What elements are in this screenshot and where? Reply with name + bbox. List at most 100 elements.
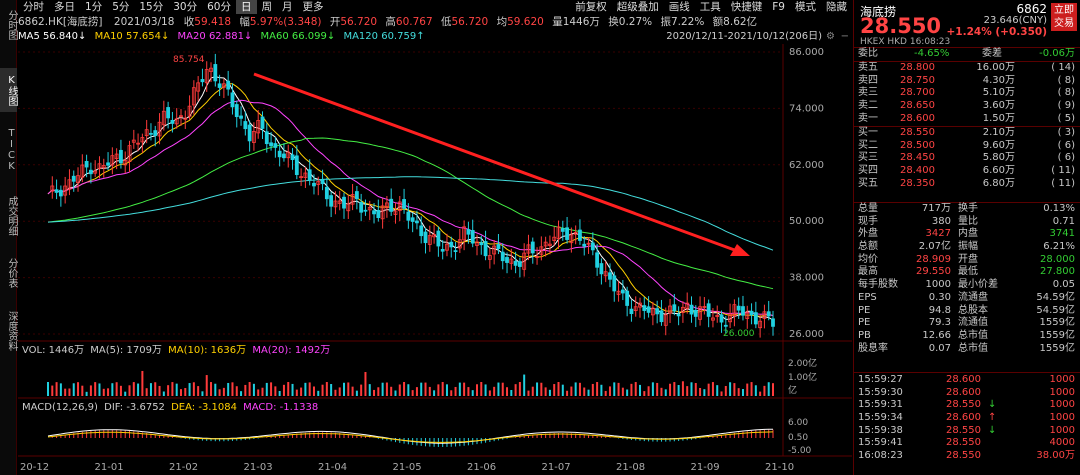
period-tab[interactable]: 60分 — [207, 1, 231, 13]
sidebar-item-depth[interactable]: 深度资料 — [6, 311, 17, 351]
sidebar-item-timeshare[interactable]: 分时图 — [6, 10, 17, 40]
overlay-button[interactable]: 超级叠加 — [616, 1, 659, 13]
collapse-icon[interactable]: − — [840, 31, 849, 42]
ma10-value: 57.654↓ — [125, 31, 170, 42]
hide-button[interactable]: 隐藏 — [826, 1, 847, 13]
period-tab[interactable]: 多日 — [54, 1, 75, 13]
kline-chart[interactable]: 86.000 74.000 62.000 50.000 38.000 26.000 85.… — [18, 44, 852, 475]
tick-price: 28.550 — [946, 399, 981, 411]
stat-label: 股息率 — [858, 342, 888, 354]
f9-button[interactable]: F9 — [772, 1, 785, 13]
candle-body — [526, 244, 531, 254]
candle-body — [556, 226, 561, 239]
candle-body — [63, 185, 68, 196]
trend-arrow-head — [730, 244, 750, 256]
sidebar-item-kline[interactable]: K线图 — [0, 68, 17, 112]
trade-now-button[interactable]: 立即 交易 — [1051, 3, 1077, 31]
close-value: 59.418 — [194, 16, 232, 28]
candle-body — [101, 165, 106, 168]
candle-body — [363, 209, 368, 212]
panel-header: 海底捞 6862 立即 交易 28.550 23.646(CNY) +1.24%… — [854, 0, 1080, 47]
vol-label: 量 — [552, 16, 563, 28]
candle-body — [569, 234, 574, 244]
sidebar-item-trade-detail[interactable]: 成交明细 — [6, 196, 17, 236]
period-tab-more[interactable]: 更多 — [302, 1, 324, 13]
volume-bar — [77, 382, 80, 396]
stat-value: 380 — [931, 215, 951, 227]
period-tab[interactable]: 5分 — [112, 1, 130, 13]
candle-body — [766, 311, 771, 317]
volume-bar — [527, 390, 530, 396]
ask-row: 卖三 28.700 5.10万 ( 8) — [854, 87, 1080, 100]
bid-volume: 2.10万 — [982, 127, 1015, 138]
candle-body — [389, 198, 394, 212]
ask-volume: 16.00万 — [976, 62, 1015, 73]
candle-body — [290, 154, 295, 161]
candle-body — [209, 67, 213, 72]
bid-level-label: 买一 — [858, 127, 878, 138]
period-tab[interactable]: 分时 — [23, 1, 44, 13]
sidebar-item-price-table[interactable]: 分价表 — [6, 258, 17, 288]
volume-bar — [724, 385, 727, 396]
date-tick-label: 21-08 — [616, 462, 645, 473]
bid-price: 28.450 — [900, 152, 935, 164]
stat-label: 振幅 — [958, 241, 978, 253]
adjust-button[interactable]: 前复权 — [575, 1, 607, 13]
ask-volume: 4.30万 — [982, 74, 1015, 86]
date-tick-label: 21-10 — [765, 462, 794, 473]
tick-time: 15:59:30 — [858, 386, 903, 398]
candle-body — [153, 130, 158, 136]
volume-bar — [707, 383, 710, 396]
ma60-value: 66.099↓ — [291, 31, 336, 42]
volume-bar — [669, 383, 672, 396]
shortcut-button[interactable]: 快捷键 — [730, 1, 763, 13]
candle-body — [80, 164, 85, 178]
candle-body — [466, 229, 471, 235]
mode-button[interactable]: 模式 — [795, 1, 816, 13]
volume-bar — [201, 391, 204, 396]
candle-body — [307, 169, 312, 181]
stat-value: 1559亿 — [1039, 342, 1075, 354]
volume-bar — [81, 385, 84, 396]
gear-icon[interactable]: ⚙ — [826, 31, 835, 42]
volume-bar — [137, 383, 140, 396]
volume-bar — [415, 387, 418, 396]
candle-body — [320, 179, 325, 185]
volume-bar — [304, 382, 307, 396]
volume-bar — [175, 383, 178, 396]
draw-line-button[interactable]: 画线 — [668, 1, 690, 13]
candle-body — [698, 306, 702, 320]
candle-body — [449, 241, 454, 248]
tick-row: 15:59:31 28.550 ↓ 1000 — [854, 399, 1080, 412]
volume-bar — [218, 389, 221, 396]
stat-row: PB 12.66 总市值 1559亿 — [854, 330, 1080, 343]
amount-label: 额 — [712, 16, 724, 28]
vol-tick: 亿 — [788, 384, 797, 396]
tick-volume: 1000 — [1049, 424, 1075, 436]
volume-bar — [497, 382, 500, 396]
period-tab[interactable]: 30分 — [173, 1, 198, 13]
candle-body — [711, 317, 715, 321]
ma-line-ma120 — [47, 176, 774, 251]
candle-body — [535, 256, 539, 258]
period-tab-day[interactable]: 日 — [236, 0, 257, 14]
tick-volume: 1000 — [1049, 399, 1075, 411]
period-tab[interactable]: 15分 — [139, 1, 164, 13]
volume-bar — [639, 384, 642, 396]
period-tab[interactable]: 周 — [261, 1, 273, 13]
volume-bar — [428, 386, 431, 396]
sidebar-item-tick[interactable]: TICK — [6, 128, 17, 172]
stat-value: 1000 — [925, 279, 951, 291]
candle-body — [393, 210, 398, 215]
volume-bar — [102, 388, 105, 396]
period-tab[interactable]: 1分 — [85, 1, 103, 13]
stat-label: 内盘 — [958, 228, 978, 240]
candle-body — [50, 185, 55, 192]
tools-button[interactable]: 工具 — [699, 1, 721, 13]
candle-body — [277, 150, 282, 158]
volume-bar — [703, 389, 706, 396]
candle-body — [329, 195, 334, 207]
candle-body — [685, 302, 690, 309]
period-tab[interactable]: 月 — [282, 1, 293, 13]
